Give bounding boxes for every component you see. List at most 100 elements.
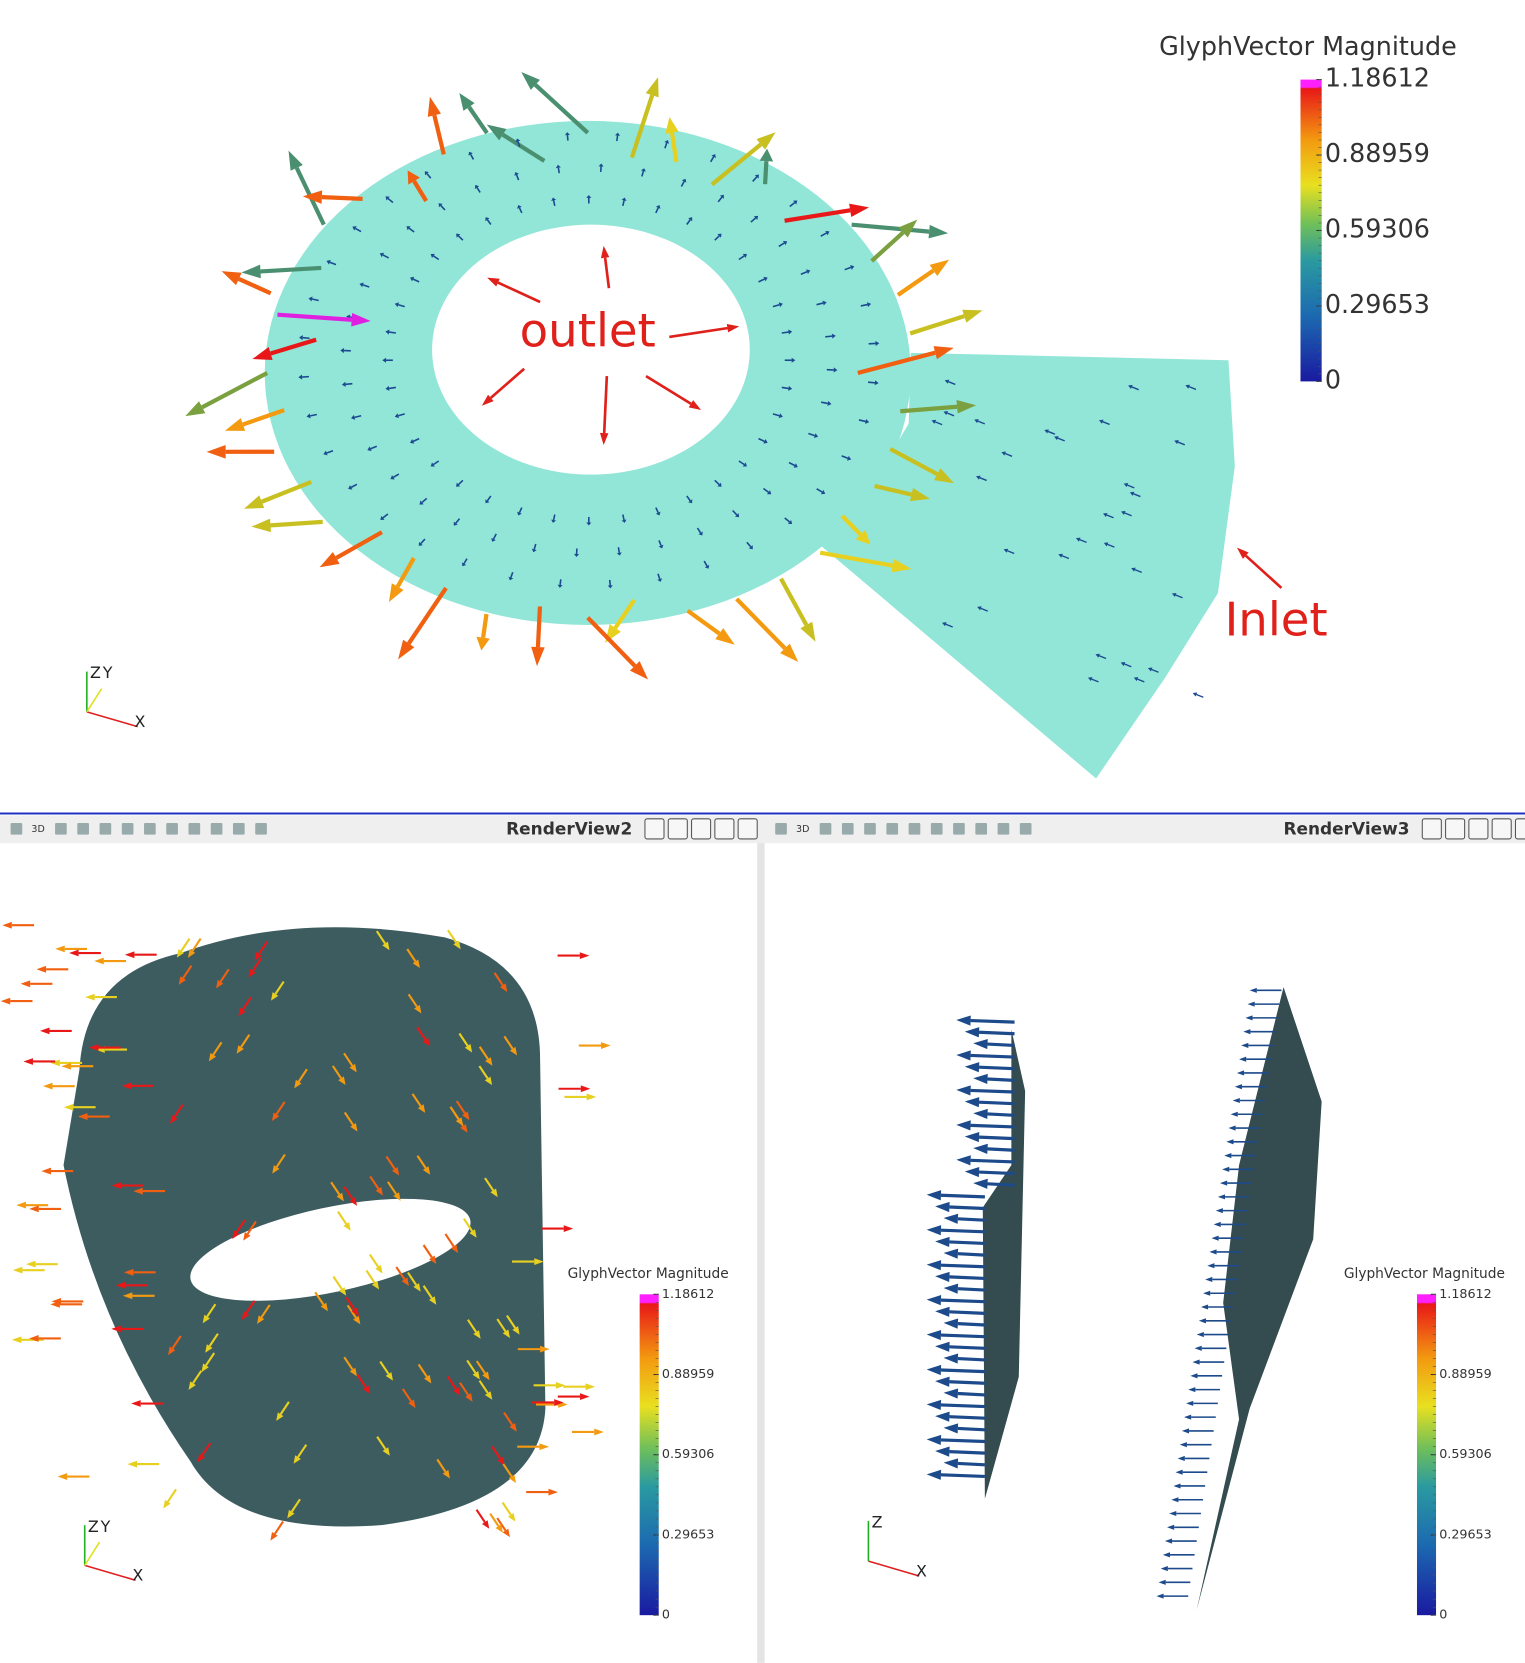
glyph-head — [715, 628, 735, 645]
toolbar-button[interactable] — [99, 823, 112, 835]
toolbar-button[interactable] — [77, 823, 89, 835]
colorbar-label: 0 — [1325, 364, 1341, 394]
toolbar-button[interactable] — [210, 823, 223, 835]
glyph-head — [123, 1268, 134, 1276]
toolbar-button[interactable] — [121, 823, 134, 835]
glyph-shaft — [395, 556, 416, 588]
glyph-shaft — [275, 1101, 286, 1115]
glyph-head — [1099, 419, 1104, 424]
toolbar-button[interactable] — [55, 823, 67, 835]
toolbar-button[interactable] — [144, 823, 156, 835]
glyph-head — [224, 418, 246, 431]
glyph-head — [973, 1073, 988, 1085]
glyph-head — [1167, 1524, 1175, 1530]
glyph-head — [926, 1295, 942, 1306]
glyph-head — [464, 1044, 473, 1053]
axis-x — [868, 1560, 920, 1577]
glyph-head — [831, 333, 836, 339]
axis-label: Y — [102, 663, 113, 682]
glyph-head — [793, 200, 798, 205]
glyph-shaft — [467, 1319, 478, 1333]
glyph-head — [1120, 661, 1126, 667]
glyph-shaft — [478, 1380, 489, 1394]
glyph-head — [551, 519, 557, 523]
toolbar-button[interactable] — [166, 823, 178, 835]
glyph-shaft — [867, 381, 875, 384]
toolbar-button[interactable] — [819, 823, 832, 835]
view-button[interactable] — [691, 818, 712, 840]
glyph-head — [1128, 384, 1133, 389]
glyph-shaft — [940, 1263, 985, 1269]
view-button[interactable] — [737, 818, 758, 840]
glyph-head — [1224, 1153, 1232, 1159]
toolbar-button[interactable] — [255, 823, 267, 835]
toolbar-button[interactable] — [864, 823, 876, 835]
glyph-head — [1121, 510, 1126, 516]
glyph-head — [943, 1283, 959, 1294]
glyph-head — [1236, 547, 1249, 559]
glyph-head — [586, 522, 592, 526]
glyph-head — [742, 253, 748, 259]
glyph-head — [1179, 1442, 1187, 1448]
toolbar-button[interactable] — [188, 823, 201, 835]
glyph-shaft — [1137, 678, 1145, 683]
toolbar-button[interactable] — [930, 823, 943, 835]
toolbar-button[interactable] — [886, 823, 899, 835]
glyph-shaft — [948, 381, 956, 386]
glyph-shaft — [851, 222, 930, 234]
view-button[interactable] — [1445, 818, 1466, 840]
glyph-head — [252, 347, 273, 360]
glyph-shaft — [382, 254, 390, 259]
glyph-head — [657, 578, 663, 582]
view-button[interactable] — [1514, 818, 1525, 840]
glyph-head — [201, 1363, 209, 1373]
glyph-shaft — [738, 255, 745, 261]
glyph-head — [586, 195, 592, 198]
glyph-shaft — [641, 170, 645, 177]
toolbar-button[interactable] — [997, 823, 1010, 835]
glyph-head — [1243, 1029, 1251, 1035]
glyph-head — [1054, 436, 1059, 441]
glyph-shaft — [382, 513, 389, 519]
glyph-shaft — [446, 1375, 457, 1390]
glyph-shaft — [717, 196, 723, 203]
glyph-head — [406, 226, 411, 231]
glyph-head — [298, 374, 303, 380]
view-title: RenderView2 — [506, 818, 632, 838]
glyph-head — [459, 92, 475, 111]
glyph-head — [1245, 1015, 1253, 1021]
glyph-shaft — [622, 200, 625, 207]
view-button[interactable] — [1421, 818, 1442, 840]
glyph-shaft — [476, 187, 481, 193]
toolbar-button[interactable] — [975, 823, 988, 835]
glyph-shaft — [343, 1111, 354, 1126]
toolbar-button[interactable] — [908, 823, 921, 835]
toolbar-button[interactable] — [841, 823, 854, 835]
glyph-head — [362, 1385, 371, 1394]
glyph-shaft — [376, 1436, 387, 1450]
toolbar-button[interactable] — [953, 823, 965, 835]
view-button[interactable] — [644, 818, 665, 840]
view-button[interactable] — [714, 818, 735, 840]
glyph-head — [221, 271, 242, 286]
toolbar-button[interactable] — [232, 823, 245, 835]
glyph-head — [1211, 1235, 1219, 1241]
glyph-shaft — [533, 543, 537, 550]
glyph-head — [326, 259, 331, 265]
glyph-head — [236, 1045, 244, 1054]
toolbar-button[interactable] — [775, 823, 787, 835]
axis-label: Z — [88, 1517, 99, 1536]
glyph-head — [825, 230, 830, 236]
glyph-shaft — [335, 530, 383, 560]
glyph-shaft — [1047, 430, 1056, 435]
view-button[interactable] — [667, 818, 688, 840]
colorbar-title: GlyphVector Magnitude — [568, 1266, 729, 1282]
glyph-head — [964, 1027, 980, 1038]
glyph-head — [1241, 1042, 1249, 1048]
glyph-shaft — [510, 571, 514, 578]
glyph-head — [1175, 1469, 1183, 1475]
view-button[interactable] — [1468, 818, 1489, 840]
view-button[interactable] — [1491, 818, 1512, 840]
toolbar-button[interactable] — [1019, 823, 1032, 835]
toolbar-button[interactable] — [10, 823, 23, 835]
